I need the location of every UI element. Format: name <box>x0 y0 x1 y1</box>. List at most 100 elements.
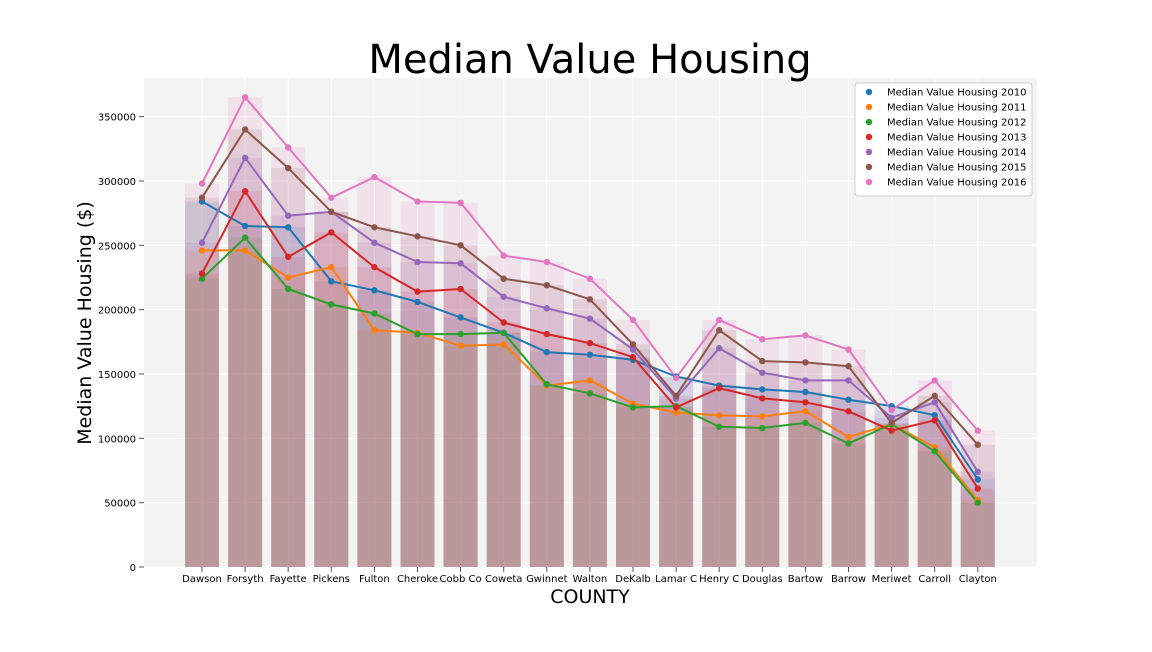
data-point <box>241 234 249 241</box>
data-point <box>586 275 594 282</box>
data-point <box>457 260 464 267</box>
x-tick-label: Lamar C <box>655 574 697 585</box>
data-point <box>845 408 852 415</box>
data-point <box>974 485 981 492</box>
data-point <box>759 357 766 365</box>
legend-frame <box>854 82 1033 197</box>
data-point <box>931 447 938 455</box>
bar <box>185 278 219 567</box>
bar <box>271 277 306 567</box>
bar <box>788 411 823 567</box>
bar <box>702 319 737 567</box>
data-point <box>543 258 550 266</box>
data-point <box>802 332 809 339</box>
bar <box>874 424 909 567</box>
data-point <box>457 314 464 321</box>
x-tick-label: Clayton <box>959 574 997 585</box>
data-point <box>371 224 378 231</box>
x-axis-ticks: Dawson Forsyth Fayette Pickens Fulton Cheroke… <box>182 567 997 585</box>
bar <box>271 147 306 567</box>
data-point <box>371 239 378 246</box>
bar <box>357 177 392 567</box>
data-point <box>845 396 852 403</box>
x-tick-label: Fayette <box>270 574 307 585</box>
data-point <box>285 285 292 293</box>
bar <box>357 290 392 567</box>
data-point <box>241 222 249 230</box>
bar <box>529 384 564 567</box>
bar <box>745 339 780 567</box>
data-point <box>457 330 464 338</box>
bar <box>228 191 263 567</box>
y-axis-label: Median Value Housing ($) <box>74 201 96 445</box>
x-tick-label: Fulton <box>359 574 390 585</box>
data-point <box>802 388 809 396</box>
legend-label: Median Value Housing 2011 <box>887 103 1026 114</box>
data-point <box>974 476 981 483</box>
data-point <box>759 424 766 432</box>
bar <box>917 402 952 567</box>
data-point <box>629 341 637 348</box>
data-point <box>414 233 421 240</box>
data-point <box>241 154 249 161</box>
data-point <box>414 288 421 295</box>
bar <box>616 344 650 567</box>
bar <box>486 278 521 567</box>
bar <box>702 426 737 567</box>
y-tick-label: 0 <box>130 563 136 574</box>
data-point <box>285 274 292 281</box>
bar <box>314 232 349 567</box>
data-point <box>241 247 249 254</box>
x-tick-label: Douglas <box>742 574 783 585</box>
bar <box>960 502 995 567</box>
bar <box>659 398 694 567</box>
data-point <box>371 173 378 181</box>
x-tick-label: Cheroke <box>397 574 438 585</box>
bar <box>745 372 780 567</box>
bar <box>314 281 349 567</box>
data-point <box>371 327 378 334</box>
data-point <box>629 404 637 411</box>
bar <box>917 451 952 567</box>
bar <box>185 250 219 568</box>
bar <box>616 357 650 567</box>
x-tick-label: Henry C <box>699 574 739 585</box>
data-point <box>414 258 421 266</box>
data-point <box>371 287 378 294</box>
data-point <box>716 327 723 334</box>
data-point <box>543 330 550 338</box>
data-point <box>285 212 292 219</box>
data-point <box>543 348 550 356</box>
bar <box>917 380 952 567</box>
legend-label: Median Value Housing 2012 <box>887 118 1026 129</box>
data-point <box>414 330 421 338</box>
bar <box>831 443 866 567</box>
x-axis-label: COUNTY <box>550 586 630 608</box>
bar <box>960 479 995 567</box>
bar <box>357 313 392 567</box>
y-tick-label: 50000 <box>104 499 136 510</box>
data-point <box>716 384 723 392</box>
data-point <box>759 336 766 343</box>
legend-marker <box>865 163 873 171</box>
bar <box>228 250 263 568</box>
x-tick-label: Pickens <box>313 574 350 585</box>
data-point <box>285 144 292 151</box>
bar <box>271 289 306 567</box>
legend: Median Value Housing 2010 Median Value Ho… <box>854 82 1033 197</box>
data-point <box>371 310 378 317</box>
legend-marker <box>865 133 873 141</box>
data-point <box>974 441 981 448</box>
x-tick-label: Bartow <box>788 574 823 585</box>
bar <box>788 402 823 567</box>
bar <box>314 197 349 567</box>
bar <box>443 334 478 567</box>
data-point <box>198 247 206 254</box>
bar <box>400 301 435 567</box>
bar <box>960 444 995 567</box>
data-point <box>241 188 249 195</box>
data-point <box>457 199 464 207</box>
bar <box>874 430 909 567</box>
bar <box>486 255 521 567</box>
